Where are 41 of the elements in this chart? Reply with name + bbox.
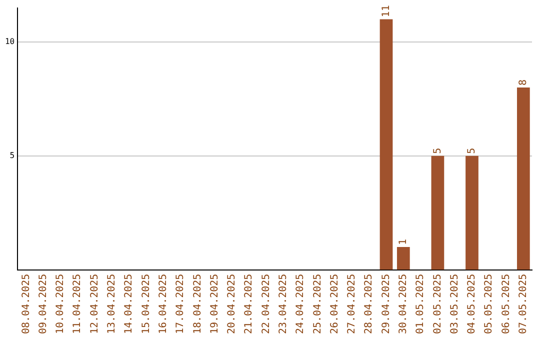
bar [380, 19, 393, 270]
x-tick-label: 29.04.2025 [380, 274, 392, 334]
bar [396, 247, 410, 270]
data-label: 8 [518, 80, 530, 86]
x-tick-label: 19.04.2025 [209, 274, 220, 334]
data-label: 1 [398, 238, 409, 246]
x-tick-label: 17.04.2025 [175, 274, 186, 334]
x-tick-label: 18.04.2025 [192, 274, 204, 334]
x-tick-label: 01.05.2025 [415, 274, 426, 334]
data-label: 11 [380, 5, 392, 18]
x-tick-label: 27.04.2025 [346, 274, 358, 334]
x-tick-label: 09.04.2025 [38, 274, 49, 334]
x-tick-label: 08.04.2025 [20, 274, 32, 334]
bar [431, 156, 444, 270]
x-tick-label: 14.04.2025 [124, 274, 135, 334]
bar [516, 88, 530, 270]
x-tick-label: 26.04.2025 [329, 274, 340, 334]
x-tick-label: 13.04.2025 [106, 274, 118, 334]
x-tick-label: 05.05.2025 [484, 274, 495, 334]
x-tick-label: 04.05.2025 [466, 274, 478, 334]
x-tick-label: 25.04.2025 [312, 274, 324, 334]
x-tick-label: 11.04.2025 [72, 274, 84, 334]
data-label: 5 [466, 148, 478, 154]
x-tick-label: 07.05.2025 [518, 274, 530, 334]
x-tick-label: 12.04.2025 [89, 274, 100, 334]
x-tick-label: 20.04.2025 [226, 274, 238, 334]
x-tick-label: 16.04.2025 [158, 274, 169, 334]
x-tick-label: 15.04.2025 [140, 274, 152, 334]
y-tick-label: 10 [4, 37, 15, 46]
x-tick-label: 06.05.2025 [500, 274, 512, 334]
x-tick-label: 02.05.2025 [432, 274, 444, 334]
data-label: 5 [432, 148, 444, 154]
x-tick-label: 21.04.2025 [244, 274, 255, 334]
x-tick-label: 28.04.2025 [364, 274, 375, 334]
x-tick-label: 24.04.2025 [295, 274, 306, 334]
x-tick-label: 03.05.2025 [449, 274, 460, 334]
x-tick-label: 30.04.2025 [398, 274, 409, 334]
x-tick-label: 22.04.2025 [260, 274, 272, 334]
x-tick-label: 23.04.2025 [278, 274, 289, 334]
bar [466, 156, 478, 270]
x-tick-label: 10.04.2025 [55, 274, 66, 334]
